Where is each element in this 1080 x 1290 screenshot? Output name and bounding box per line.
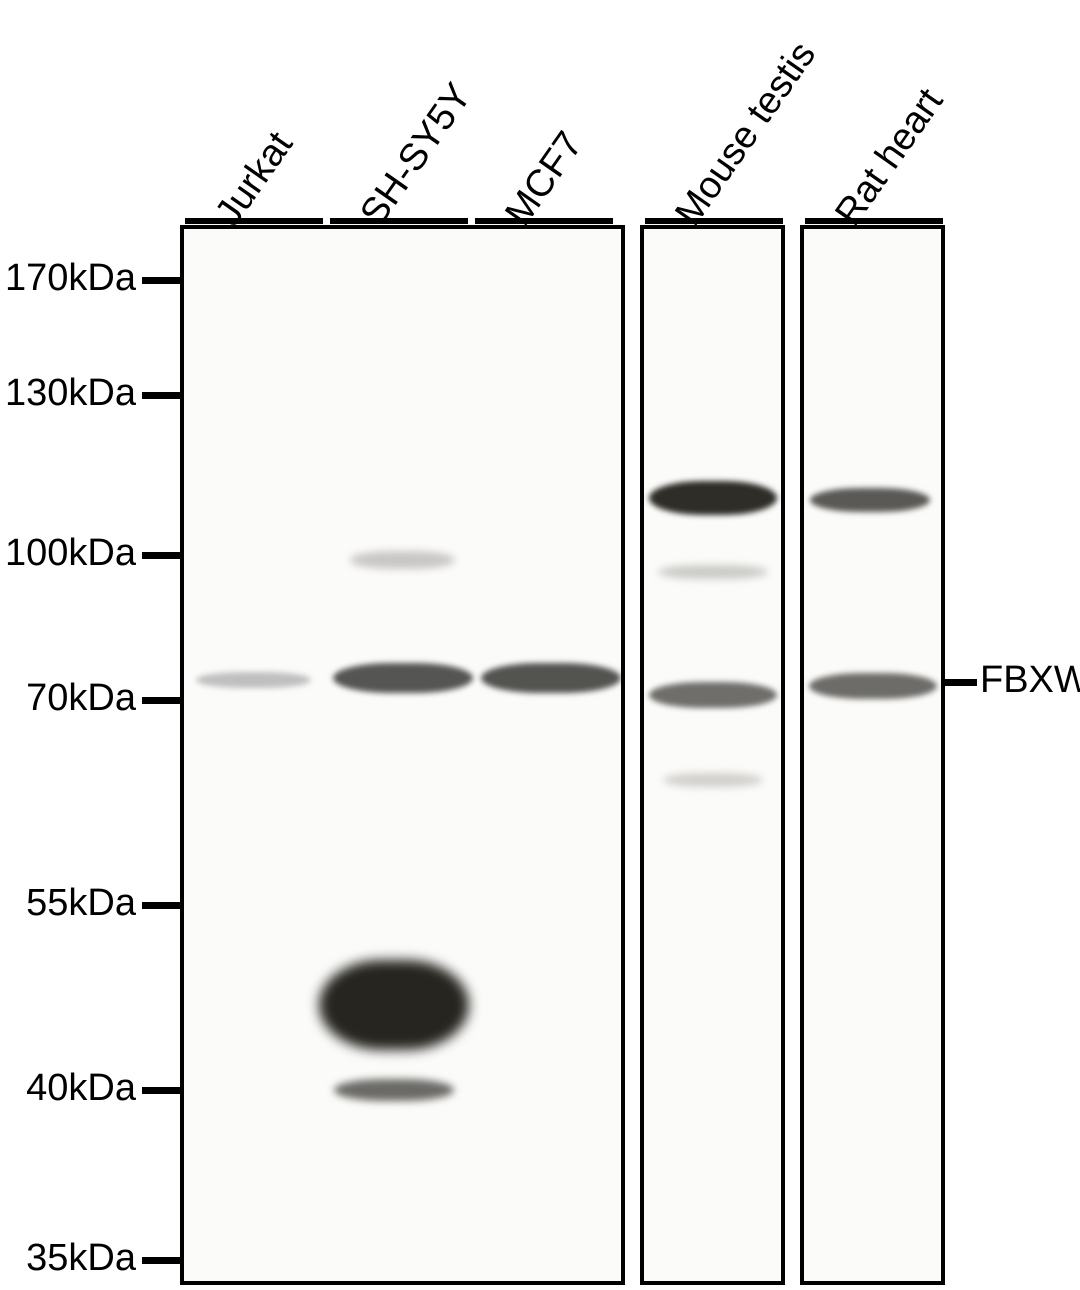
right-tick	[945, 679, 977, 686]
lane-underline	[185, 218, 323, 224]
lane-underline	[805, 218, 943, 224]
panel-mouse	[640, 225, 785, 1285]
mw-label: 70kDa	[26, 677, 136, 720]
blot-band	[196, 672, 311, 688]
mw-label: 130kDa	[5, 372, 136, 415]
blot-band	[333, 663, 473, 693]
lane-label: SH-SY5Y	[352, 76, 481, 234]
panel-rat	[800, 225, 945, 1285]
lane-underline	[330, 218, 468, 224]
blot-band	[319, 960, 469, 1050]
blot-band	[663, 773, 763, 787]
blot-figure: 170kDa130kDa100kDa70kDa55kDa40kDa35kDa J…	[0, 0, 1080, 1290]
mw-label: 100kDa	[5, 532, 136, 575]
blot-band	[809, 673, 937, 699]
mw-label: 40kDa	[26, 1067, 136, 1110]
mw-tick	[142, 392, 180, 399]
mw-label: 170kDa	[5, 257, 136, 300]
blot-band	[350, 551, 455, 569]
mw-tick	[142, 697, 180, 704]
lane-underline	[475, 218, 613, 224]
right-label-fbxw7: FBXW7	[980, 659, 1080, 702]
blot-band	[334, 1079, 454, 1101]
lane-underline	[645, 218, 783, 224]
blot-band	[810, 488, 930, 512]
blot-band	[658, 565, 768, 579]
mw-label: 55kDa	[26, 882, 136, 925]
mw-tick	[142, 1257, 180, 1264]
lane-label: Rat heart	[827, 81, 952, 234]
blot-band	[649, 682, 777, 708]
mw-tick	[142, 277, 180, 284]
mw-tick	[142, 1087, 180, 1094]
mw-tick	[142, 552, 180, 559]
panel-main	[180, 225, 625, 1285]
mw-label: 35kDa	[26, 1237, 136, 1280]
lane-label: Mouse testis	[667, 34, 825, 233]
mw-tick	[142, 902, 180, 909]
blot-band	[649, 481, 777, 515]
blot-band	[481, 663, 621, 693]
